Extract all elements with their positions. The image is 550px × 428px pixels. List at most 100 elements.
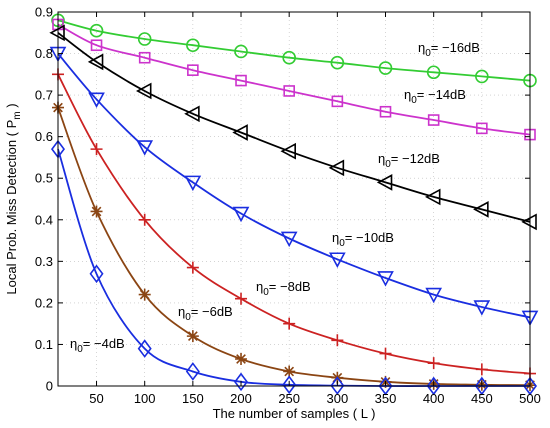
data-point-triangle-down: [88, 92, 105, 108]
data-point-diamond: [330, 376, 345, 395]
series-label: η0= −8dB: [256, 279, 311, 298]
x-tick-label: 450: [471, 391, 493, 406]
data-point-diamond: [523, 376, 537, 396]
series-label-subscript: 0: [77, 344, 83, 355]
data-point-square: [379, 105, 392, 118]
series-label-value: = −6dB: [191, 304, 233, 319]
data-point-diamond: [378, 376, 393, 396]
x-tick-label: 500: [519, 391, 541, 406]
x-tick-label: 200: [230, 391, 252, 406]
series-label-value: = −12dB: [391, 151, 440, 166]
series-label-symbol: η: [70, 336, 77, 351]
series-label-value: = −8dB: [269, 279, 311, 294]
series-label-symbol: η: [178, 304, 185, 319]
series-1: [52, 18, 536, 141]
data-point-square: [138, 51, 151, 64]
data-point-circle: [137, 32, 152, 46]
series-label-subscript: 0: [263, 287, 269, 298]
y-tick-label: 0.2: [35, 295, 53, 310]
x-tick-label: 150: [182, 391, 204, 406]
series-label: η0= −12dB: [378, 151, 440, 170]
data-point-circle: [475, 69, 489, 84]
x-tick-label: 50: [89, 391, 103, 406]
data-point-square: [187, 64, 199, 76]
series-label-symbol: η: [256, 279, 263, 294]
series-label: η0= −6dB: [178, 304, 233, 323]
series-label-value: = −4dB: [83, 336, 125, 351]
y-tick-label: 0.4: [35, 212, 53, 227]
y-axis-title-subscript: m: [12, 111, 23, 119]
series-label-subscript: 0: [385, 159, 391, 170]
data-point-triangle-left: [184, 105, 200, 123]
data-point-diamond: [89, 264, 104, 284]
y-tick-label: 0.1: [35, 337, 53, 352]
data-point-triangle-down: [232, 206, 250, 223]
series-label: η0= −4dB: [70, 336, 125, 355]
series-label: η0= −16dB: [418, 40, 480, 59]
data-point-circle: [426, 65, 441, 80]
y-tick-label: 0: [46, 379, 53, 394]
x-tick-label: 100: [134, 391, 156, 406]
y-tick-label: 0.6: [35, 129, 53, 144]
series-label: η0= −14dB: [404, 87, 466, 106]
y-axis-title: Local Prob. Miss Detection ( Pm ): [4, 103, 23, 294]
data-point-circle: [330, 55, 345, 70]
data-point-square: [476, 122, 488, 135]
data-point-triangle-down: [329, 252, 346, 268]
data-point-square: [331, 95, 344, 108]
data-point-triangle-left: [280, 142, 296, 160]
series-line: [57, 23, 531, 136]
data-point-diamond: [234, 372, 249, 392]
data-point-diamond: [137, 339, 152, 358]
data-point-triangle-left: [376, 174, 393, 191]
data-point-square: [283, 85, 295, 97]
data-point-triangle-down: [184, 175, 202, 192]
data-point-triangle-left: [136, 82, 152, 100]
series-label-value: = −16dB: [431, 40, 480, 55]
data-point-circle: [89, 23, 104, 38]
data-point-asterisk: [138, 288, 151, 301]
data-point-triangle-down: [425, 287, 443, 304]
series-label-symbol: η: [404, 87, 411, 102]
data-point-triangle-left: [424, 188, 441, 206]
series-label-subscript: 0: [185, 312, 191, 323]
data-point-plus: [235, 292, 248, 305]
y-tick-label: 0.7: [35, 88, 53, 103]
data-point-asterisk: [235, 352, 248, 365]
data-point-square: [427, 114, 440, 126]
y-tick-label: 0.9: [35, 5, 53, 20]
data-point-triangle-left: [473, 201, 489, 218]
data-point-diamond: [282, 375, 297, 395]
data-point-plus: [475, 363, 488, 376]
data-point-triangle-left: [232, 124, 248, 141]
series-label-value: = −14dB: [417, 87, 466, 102]
data-point-circle: [234, 44, 248, 59]
series-line: [57, 32, 531, 223]
series-label: η0= −10dB: [332, 230, 394, 249]
data-point-diamond: [426, 376, 441, 396]
y-tick-label: 0.8: [35, 46, 53, 61]
x-tick-label: 300: [326, 391, 348, 406]
series-line: [57, 53, 531, 319]
series-label-symbol: η: [418, 40, 425, 55]
series-label-subscript: 0: [411, 95, 417, 106]
x-axis-title: The number of samples ( L ): [213, 406, 376, 421]
x-tick-label: 400: [423, 391, 445, 406]
data-point-diamond: [185, 362, 200, 381]
data-point-square: [90, 39, 103, 52]
data-point-triangle-left: [328, 159, 345, 177]
series-label-subscript: 0: [339, 238, 345, 249]
data-point-triangle-down: [377, 271, 394, 287]
data-point-asterisk: [186, 330, 199, 343]
data-point-triangle-down: [473, 300, 491, 316]
data-point-circle: [282, 50, 296, 65]
series-label-value: = −10dB: [345, 230, 394, 245]
plot-frame: [57, 11, 531, 387]
data-point-triangle-left: [87, 53, 104, 71]
data-point-plus: [379, 347, 392, 360]
x-tick-label: 350: [375, 391, 397, 406]
series-3: [49, 46, 539, 327]
series-line: [57, 107, 531, 387]
